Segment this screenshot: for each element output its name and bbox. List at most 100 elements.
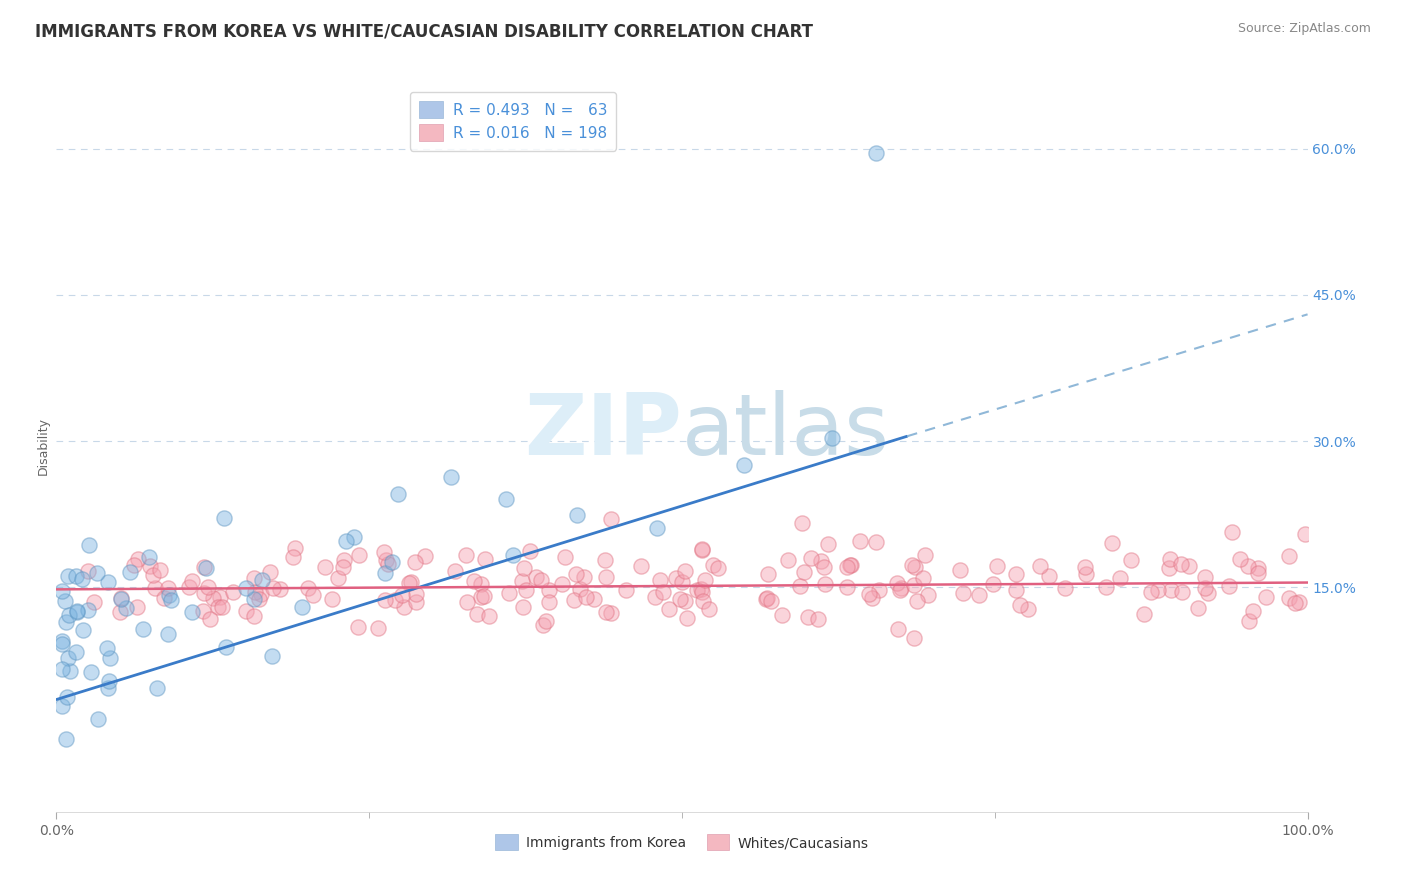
Point xyxy=(332,560,354,574)
Point xyxy=(143,581,166,595)
Point xyxy=(243,585,266,599)
Point xyxy=(440,469,463,483)
Point xyxy=(120,565,142,579)
Point xyxy=(513,561,536,575)
Point xyxy=(413,549,436,563)
Point xyxy=(405,586,427,600)
Point xyxy=(202,591,225,605)
Point xyxy=(1140,585,1163,599)
Point xyxy=(651,585,673,599)
Point xyxy=(515,582,537,597)
Point xyxy=(699,602,721,616)
Point xyxy=(1194,582,1216,596)
Point xyxy=(835,560,858,574)
Point xyxy=(463,574,485,588)
Point xyxy=(949,564,972,578)
Point xyxy=(1194,570,1216,584)
Point xyxy=(252,573,274,587)
Y-axis label: Disability: Disability xyxy=(37,417,49,475)
Point xyxy=(51,637,73,651)
Point xyxy=(97,674,120,689)
Point xyxy=(291,599,314,614)
Point xyxy=(235,604,257,618)
Point xyxy=(97,575,120,590)
Point xyxy=(297,581,319,595)
Point xyxy=(250,587,273,601)
Point xyxy=(952,586,974,600)
Point xyxy=(55,615,77,630)
Point xyxy=(55,690,77,705)
Point xyxy=(159,588,181,602)
Point xyxy=(693,573,716,587)
Point xyxy=(886,622,908,636)
Point xyxy=(110,591,132,606)
Point xyxy=(669,592,692,607)
Point xyxy=(51,583,73,598)
Point xyxy=(142,567,165,582)
Point xyxy=(648,574,671,588)
Point xyxy=(835,580,858,594)
Point xyxy=(1229,552,1251,566)
Point xyxy=(58,607,80,622)
Point xyxy=(53,594,76,608)
Point xyxy=(755,592,778,607)
Point xyxy=(911,571,934,585)
Point xyxy=(399,575,422,590)
Point xyxy=(502,548,524,562)
Point xyxy=(903,577,925,591)
Point xyxy=(692,584,714,599)
Point xyxy=(665,571,688,585)
Point xyxy=(524,569,547,583)
Point xyxy=(595,570,617,584)
Point xyxy=(374,566,396,581)
Point xyxy=(1197,586,1219,600)
Point xyxy=(1159,551,1181,566)
Point xyxy=(813,560,835,574)
Point xyxy=(83,595,105,609)
Point xyxy=(125,600,148,615)
Point xyxy=(191,604,214,618)
Point xyxy=(51,698,73,713)
Point xyxy=(470,590,492,604)
Point xyxy=(302,588,325,602)
Point xyxy=(1119,552,1142,566)
Point xyxy=(404,555,426,569)
Point xyxy=(889,582,911,597)
Point xyxy=(498,586,520,600)
Point xyxy=(66,605,89,619)
Point xyxy=(65,568,87,582)
Point xyxy=(235,581,257,595)
Point xyxy=(858,587,880,601)
Point xyxy=(1054,581,1077,595)
Point xyxy=(86,566,108,580)
Point xyxy=(398,576,420,591)
Point xyxy=(1237,614,1260,628)
Point xyxy=(1109,571,1132,585)
Point xyxy=(66,604,89,618)
Point xyxy=(1004,583,1026,598)
Point xyxy=(1132,607,1154,621)
Point xyxy=(76,564,98,578)
Point xyxy=(538,582,561,597)
Point xyxy=(531,617,554,632)
Point xyxy=(905,594,928,608)
Point xyxy=(346,620,368,634)
Point xyxy=(904,560,927,574)
Point xyxy=(314,559,336,574)
Point xyxy=(472,590,495,604)
Point xyxy=(901,558,924,572)
Point xyxy=(800,551,823,566)
Point xyxy=(814,577,837,591)
Point xyxy=(770,607,793,622)
Point xyxy=(321,592,343,607)
Point xyxy=(1254,590,1277,604)
Point xyxy=(335,534,357,549)
Point xyxy=(384,592,406,607)
Point xyxy=(554,549,576,564)
Point xyxy=(756,591,779,605)
Point xyxy=(98,651,121,665)
Point xyxy=(512,600,534,615)
Point xyxy=(707,560,730,574)
Point xyxy=(1247,561,1270,575)
Point xyxy=(110,605,132,619)
